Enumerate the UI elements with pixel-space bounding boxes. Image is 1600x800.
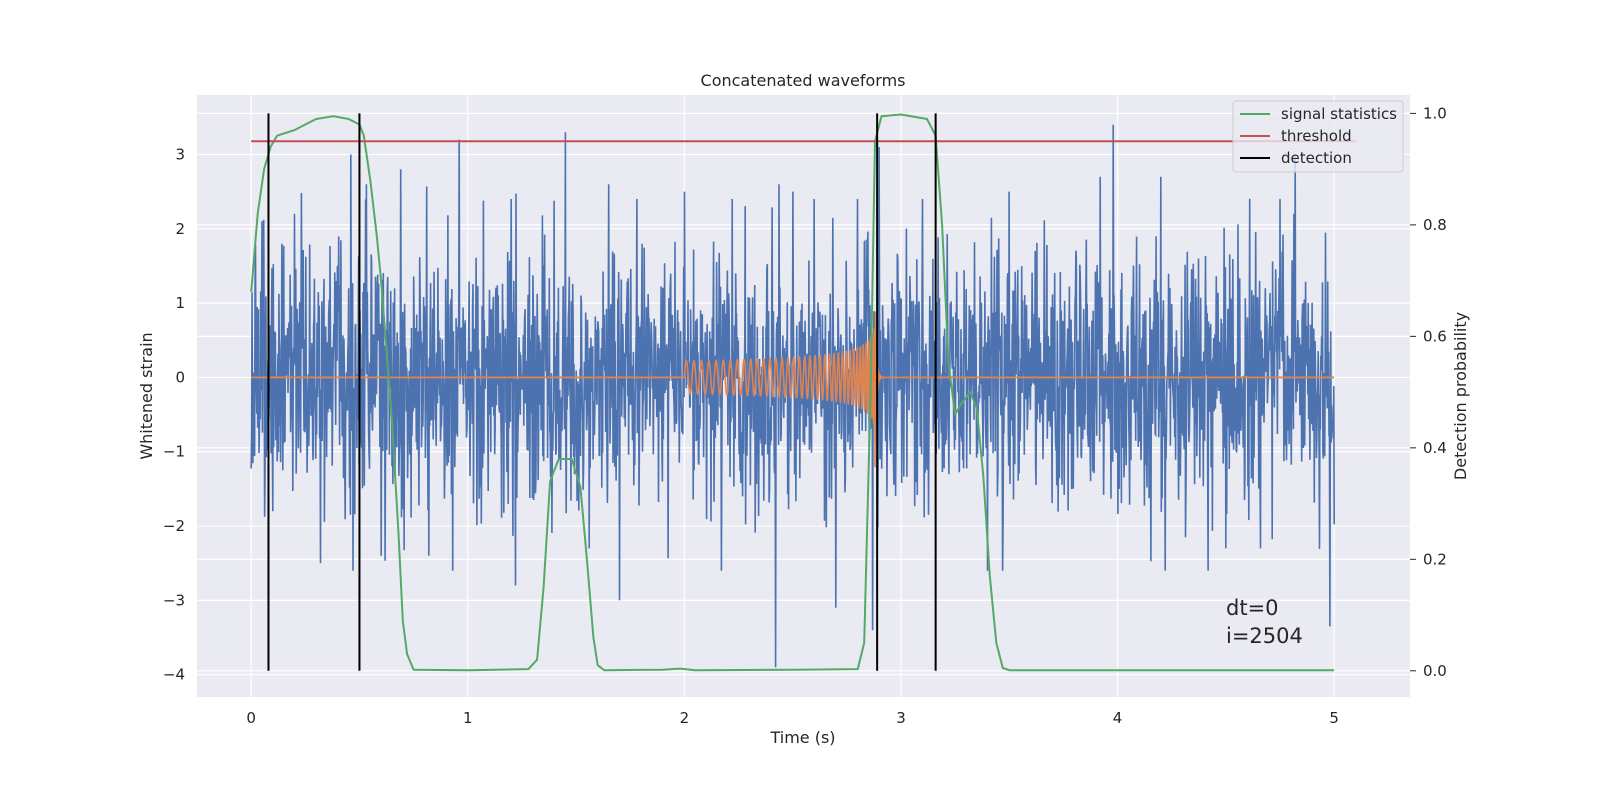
y-axis-label: Whitened strain (137, 332, 156, 459)
x-tick-label: 1 (463, 709, 473, 727)
annotation-dt: dt=0 (1226, 596, 1279, 620)
x-axis-label: Time (s) (769, 728, 835, 747)
y-tick-label: 2 (175, 220, 185, 238)
y-tick-label: −2 (163, 517, 185, 535)
signal-statistics-line (250, 113, 1335, 672)
signal-chirp-line (683, 311, 901, 468)
y2-tick-label: 1.0 (1423, 104, 1447, 122)
legend: signal statistics threshold detection (1232, 100, 1404, 173)
chart-title: Concatenated waveforms (701, 71, 906, 90)
y-tick-label: −4 (163, 666, 185, 684)
y2-tick-label: 0.2 (1423, 550, 1447, 568)
y-tick-label: 1 (175, 294, 185, 312)
x-tick-label: 0 (246, 709, 256, 727)
y-tick-label: −1 (163, 443, 185, 461)
series-layer (250, 113, 1356, 672)
y-axis: −4 −3 −2 −1 0 1 2 3 (163, 145, 185, 683)
x-tick-label: 3 (896, 709, 906, 727)
x-tick-label: 2 (680, 709, 690, 727)
y2-tick-label: 0.4 (1423, 439, 1447, 457)
legend-frame (1232, 100, 1404, 173)
y2-axis: 0.0 0.2 0.4 0.6 0.8 1.0 (1410, 104, 1447, 680)
y2-tick-label: 0.0 (1423, 662, 1447, 680)
y2-tick-label: 0.8 (1423, 216, 1447, 234)
y2-axis-label: Detection probability (1451, 312, 1470, 480)
legend-label-detection: detection (1281, 149, 1352, 167)
x-axis: 0 1 2 3 4 5 (246, 709, 1339, 727)
x-tick-label: 4 (1113, 709, 1123, 727)
noise-series-line (250, 124, 1335, 668)
y2-tick-label: 0.6 (1423, 327, 1447, 345)
annotation-index: i=2504 (1226, 624, 1303, 648)
legend-label-signal-statistics: signal statistics (1281, 105, 1397, 123)
legend-label-threshold: threshold (1281, 127, 1352, 145)
y-tick-label: −3 (163, 591, 185, 609)
x-tick-label: 5 (1329, 709, 1339, 727)
y-tick-label: 3 (175, 145, 185, 163)
y-tick-label: 0 (175, 368, 185, 386)
